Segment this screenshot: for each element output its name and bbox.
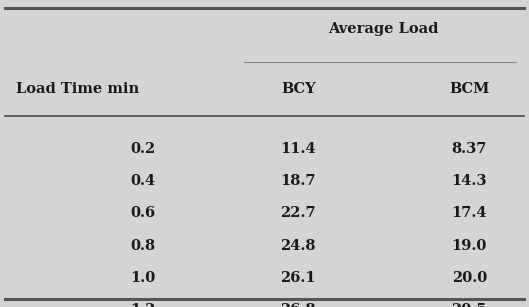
Text: 20.5: 20.5 bbox=[452, 303, 487, 307]
Text: 17.4: 17.4 bbox=[452, 206, 487, 220]
Text: 1.2: 1.2 bbox=[130, 303, 156, 307]
Text: 8.37: 8.37 bbox=[452, 142, 487, 156]
Text: BCY: BCY bbox=[281, 82, 315, 96]
Text: Load Time min: Load Time min bbox=[16, 82, 139, 96]
Text: 1.0: 1.0 bbox=[130, 271, 156, 285]
Text: 14.3: 14.3 bbox=[452, 174, 487, 188]
Text: 0.6: 0.6 bbox=[130, 206, 155, 220]
Text: 19.0: 19.0 bbox=[452, 239, 487, 253]
Text: BCM: BCM bbox=[449, 82, 489, 96]
Text: 0.4: 0.4 bbox=[130, 174, 155, 188]
Text: 11.4: 11.4 bbox=[280, 142, 316, 156]
Text: Average Load: Average Load bbox=[329, 21, 439, 36]
Text: 26.8: 26.8 bbox=[280, 303, 316, 307]
Text: 24.8: 24.8 bbox=[280, 239, 316, 253]
Text: 18.7: 18.7 bbox=[280, 174, 316, 188]
Text: 0.2: 0.2 bbox=[130, 142, 156, 156]
Text: 22.7: 22.7 bbox=[280, 206, 316, 220]
Text: 26.1: 26.1 bbox=[280, 271, 316, 285]
Text: 0.8: 0.8 bbox=[130, 239, 155, 253]
Text: 20.0: 20.0 bbox=[452, 271, 487, 285]
